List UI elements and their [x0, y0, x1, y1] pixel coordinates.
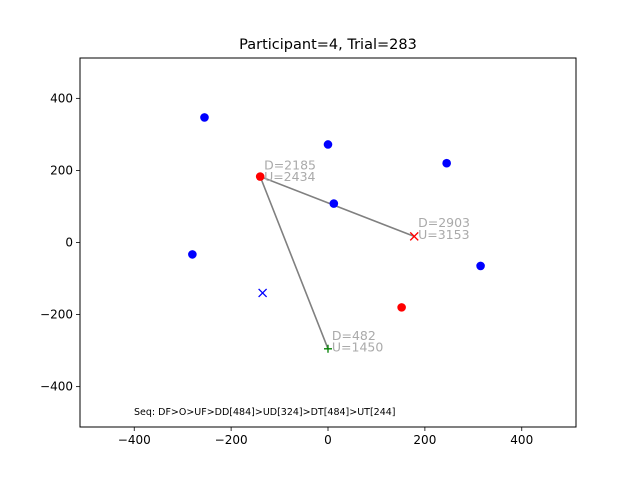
annotation-label: U=3153 [418, 227, 469, 242]
annotation-label: D=482 [332, 328, 376, 343]
y-tick-label: −400 [40, 380, 73, 394]
red-point [397, 303, 406, 312]
annotation-label: D=2903 [418, 215, 470, 230]
sequence-footer: Seq: DF>O>UF>DD[484]>UD[324]>DT[484]>UT[… [134, 407, 396, 418]
annotation-label: U=2434 [264, 169, 315, 184]
x-tick-label: −400 [118, 433, 151, 447]
x-tick-label: 400 [510, 433, 533, 447]
y-tick-label: 0 [65, 236, 73, 250]
y-tick-label: 400 [50, 91, 73, 105]
chart-title: Participant=4, Trial=283 [239, 37, 417, 53]
x-tick-label: −200 [215, 433, 248, 447]
annotation-label: D=2185 [264, 157, 316, 172]
blue-point [329, 199, 339, 208]
axis-ticks: −400 −200 0 200 400 −400 −200 0 200 400 [40, 91, 533, 447]
annotation-label: U=1450 [332, 340, 383, 355]
blue-point [442, 158, 451, 168]
data-points [188, 113, 485, 312]
blue-point [323, 140, 333, 149]
y-tick-label: −200 [40, 308, 73, 322]
special-markers [258, 231, 419, 353]
plot-frame [79, 57, 577, 428]
x-marker [409, 231, 419, 241]
plus-marker [324, 344, 332, 353]
blue-point [200, 113, 209, 122]
x-tick-label: 0 [324, 433, 332, 447]
red-point [255, 172, 265, 181]
blue-point [188, 250, 197, 259]
x-marker [258, 288, 268, 298]
blue-point [476, 261, 485, 271]
x-tick-label: 200 [413, 433, 436, 447]
y-tick-label: 200 [50, 163, 73, 177]
